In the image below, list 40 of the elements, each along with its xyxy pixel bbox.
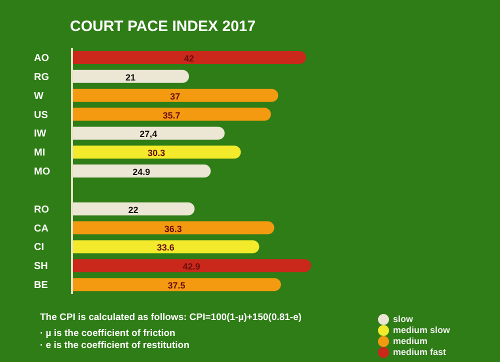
bar (72, 278, 281, 292)
text: · e is the coefficient of restitution (40, 340, 190, 352)
data-label: 24.9 (132, 167, 150, 178)
text: · µ is the coefficient of friction (40, 328, 176, 340)
chart-title: COURT PACE INDEX 2017 (70, 18, 256, 35)
y-tick-label: MI (34, 148, 46, 159)
y-tick-label: US (34, 110, 48, 121)
bar (72, 51, 306, 64)
bar (72, 146, 241, 159)
y-tick-label: W (34, 90, 44, 102)
data-label: 36.3 (164, 224, 182, 234)
data-label: 30.3 (148, 148, 166, 158)
y-tick-label: RG (34, 72, 50, 83)
y-tick-label: RO (34, 204, 50, 216)
bar (72, 108, 271, 121)
data-label: 35.7 (162, 110, 180, 120)
bar (72, 88, 278, 102)
text: The CPI is calculated as follows: CPI=100(1-µ)+150(0.81-e) (40, 312, 302, 324)
data-label: 37.5 (168, 280, 186, 291)
y-tick-label: CA (34, 223, 48, 234)
legend-label: slow (392, 314, 413, 324)
bar (72, 221, 274, 234)
y-tick-label: AO (34, 53, 50, 64)
legend-label: medium (392, 336, 428, 346)
data-label: 22 (128, 204, 138, 215)
y-tick-label: IW (34, 128, 47, 140)
y-tick-label: MO (34, 166, 50, 178)
data-label: 42.9 (182, 262, 200, 272)
y-tick-label: BE (34, 280, 48, 292)
bar (72, 259, 312, 272)
y-tick-label: CI (34, 242, 44, 254)
data-label: 42 (184, 54, 194, 64)
legend-label: medium slow (392, 324, 450, 335)
y-tick-label: SH (34, 261, 48, 272)
bar (72, 240, 260, 254)
legend-label: medium fast (392, 346, 446, 357)
data-label: 37 (170, 91, 180, 102)
data-label: 21 (126, 72, 136, 82)
data-label: 33.6 (156, 242, 174, 253)
data-label: 27,4 (140, 129, 158, 140)
